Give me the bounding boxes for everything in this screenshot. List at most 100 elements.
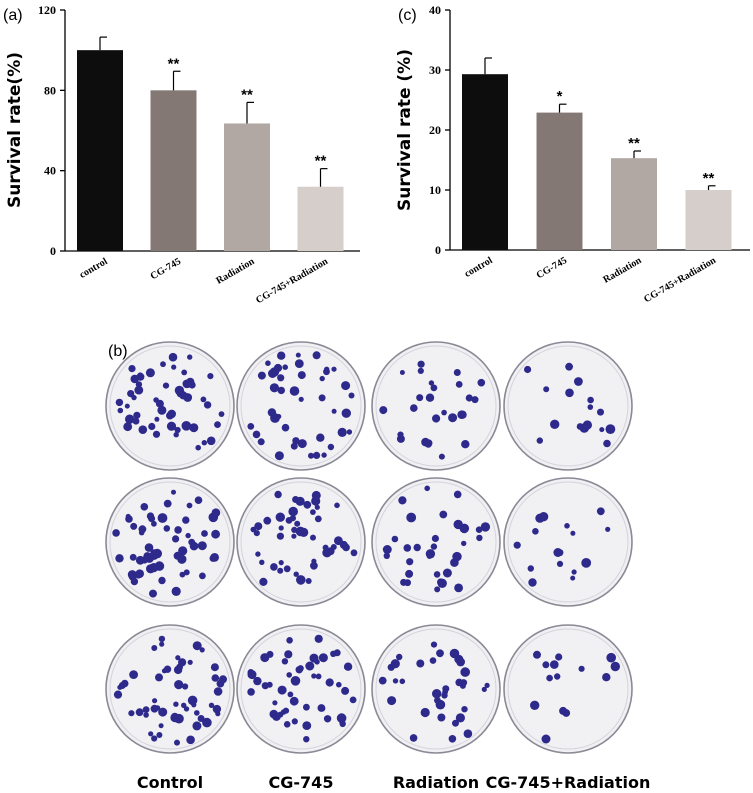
colony-dot <box>431 534 439 543</box>
colony-dot <box>185 532 191 539</box>
colony-dot <box>177 554 187 564</box>
colony-dot <box>441 692 448 699</box>
colony-dot <box>606 652 616 663</box>
y-tick-label: 20 <box>429 123 441 137</box>
plates-panel-b: (b) Control CG-745 Radiation CG-745+Radiati… <box>105 341 651 792</box>
colony-dot <box>124 403 130 409</box>
colony-dot <box>162 382 170 389</box>
colony-dot <box>253 676 262 686</box>
colony-dot <box>312 351 321 360</box>
colony-dot <box>268 369 277 378</box>
colony-dot <box>135 708 144 717</box>
colony-dot <box>461 540 467 547</box>
plate-caption: Control <box>137 773 203 792</box>
colony-dot <box>442 568 452 578</box>
colony-dot <box>331 366 337 372</box>
colony-dot <box>151 520 157 527</box>
panel-label-b: (b) <box>108 343 128 360</box>
colony-dot <box>316 433 325 442</box>
colony-dot <box>134 385 144 395</box>
colony-dot <box>288 506 299 517</box>
x-tick-label: CG-745+Radiation <box>254 256 330 306</box>
colony-dot <box>277 386 285 395</box>
colony-dot <box>406 558 414 566</box>
colony-dot <box>202 717 212 728</box>
colony-dot <box>148 422 156 431</box>
colony-dot <box>303 500 312 509</box>
colony-dot <box>314 504 320 510</box>
colony-dot <box>282 707 290 714</box>
colony-dot <box>290 442 298 450</box>
colony-dot <box>156 732 163 738</box>
colony-dot <box>266 681 273 688</box>
colony-dot <box>160 361 166 368</box>
colony-dot <box>295 352 301 358</box>
colony-dot <box>565 388 574 398</box>
colony-dot <box>140 503 149 511</box>
colony-dot <box>263 516 272 525</box>
colony-dot <box>454 583 463 593</box>
colony-dot <box>255 551 261 557</box>
colony-dot <box>155 399 164 408</box>
plate-dish <box>503 477 633 607</box>
colony-dot <box>452 551 462 562</box>
significance-marker: ** <box>168 55 180 72</box>
colony-dot <box>293 571 299 577</box>
x-tick-label: CG-745 <box>149 256 183 282</box>
colony-dot <box>143 712 149 718</box>
colony-dot <box>289 386 300 396</box>
colony-dot <box>144 543 154 552</box>
colony-dot <box>587 404 594 410</box>
colony-dot <box>289 696 299 706</box>
colony-dot <box>452 719 459 727</box>
colony-dot <box>171 586 181 597</box>
x-tick-label: Radiation <box>214 256 256 287</box>
colony-dot <box>265 360 271 367</box>
culture-plate <box>503 624 633 754</box>
colony-dot <box>430 384 438 392</box>
colony-dot <box>409 734 418 742</box>
plate-rim <box>375 628 497 750</box>
colony-dot <box>477 378 486 387</box>
colony-dot <box>417 367 424 374</box>
colony-dot <box>302 721 312 730</box>
colony-dot <box>314 634 323 643</box>
colony-dot <box>565 362 573 371</box>
colony-dot <box>513 541 521 549</box>
colony-dot <box>310 534 316 541</box>
y-tick-label: 80 <box>44 83 56 97</box>
colony-dot <box>570 530 576 536</box>
colony-dot <box>283 565 291 573</box>
colony-dot <box>281 658 289 665</box>
bar <box>150 90 197 251</box>
colony-dot <box>400 578 408 586</box>
colony-dot <box>277 351 286 360</box>
colony-dot <box>475 526 483 533</box>
colony-dot <box>453 490 462 499</box>
colony-dot <box>183 706 190 712</box>
colony-dot <box>398 496 407 505</box>
colony-dot <box>158 635 166 643</box>
colony-dot <box>382 545 392 554</box>
colony-dot <box>174 385 185 396</box>
colony-dot <box>550 660 559 669</box>
colony-dot <box>128 365 136 373</box>
colony-dot <box>278 560 284 566</box>
colony-dot <box>448 413 458 423</box>
colony-dot <box>310 561 318 570</box>
colony-dot <box>138 525 147 534</box>
colony-dot <box>131 394 137 401</box>
culture-plate <box>236 477 366 607</box>
colony-dot <box>182 683 189 690</box>
significance-marker: ** <box>315 153 327 170</box>
colony-dot <box>267 408 277 417</box>
plate-caption: CG-745+Radiation <box>486 773 651 792</box>
colony-dot <box>480 522 491 532</box>
colony-dot <box>309 653 319 663</box>
colony-dot <box>341 408 351 418</box>
colony-dot <box>296 575 306 585</box>
colony-dot <box>331 408 337 414</box>
colony-dot <box>587 396 594 404</box>
colony-dot <box>282 364 289 371</box>
colony-dot <box>564 523 570 529</box>
